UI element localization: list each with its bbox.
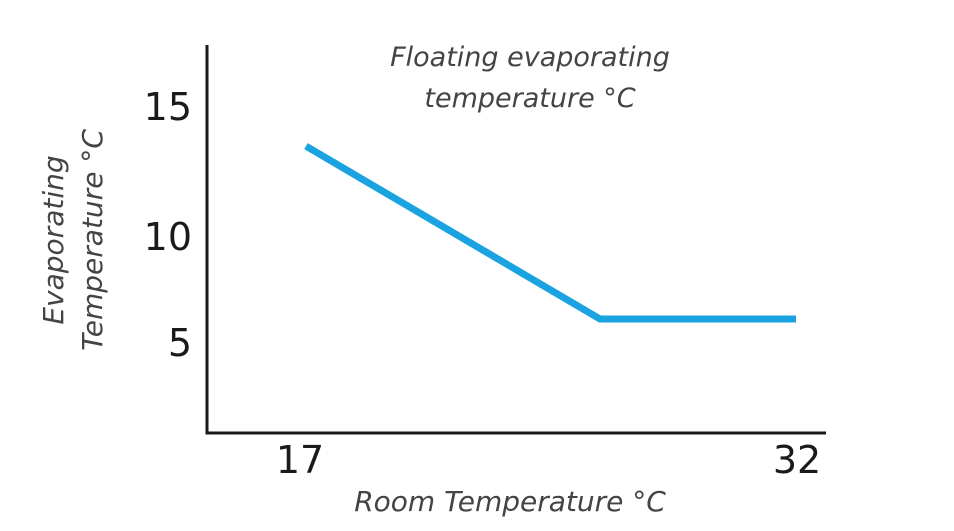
x-tick-label-17: 17 bbox=[276, 438, 324, 482]
y-tick-label-5: 5 bbox=[168, 321, 192, 365]
y-axis-title-line-1: Evaporating bbox=[37, 155, 70, 324]
series-line bbox=[304, 143, 796, 323]
x-axis-title: Room Temperature °C bbox=[354, 485, 666, 518]
x-tick-label-32: 32 bbox=[773, 438, 821, 482]
chart-title-line-2: temperature °C bbox=[424, 83, 635, 114]
y-tick-label-15: 15 bbox=[144, 85, 192, 129]
y-tick-label-10: 10 bbox=[144, 215, 192, 259]
chart-title-line-1: Floating evaporating bbox=[390, 42, 670, 73]
y-axis-title-line-2: Temperature °C bbox=[76, 129, 109, 351]
